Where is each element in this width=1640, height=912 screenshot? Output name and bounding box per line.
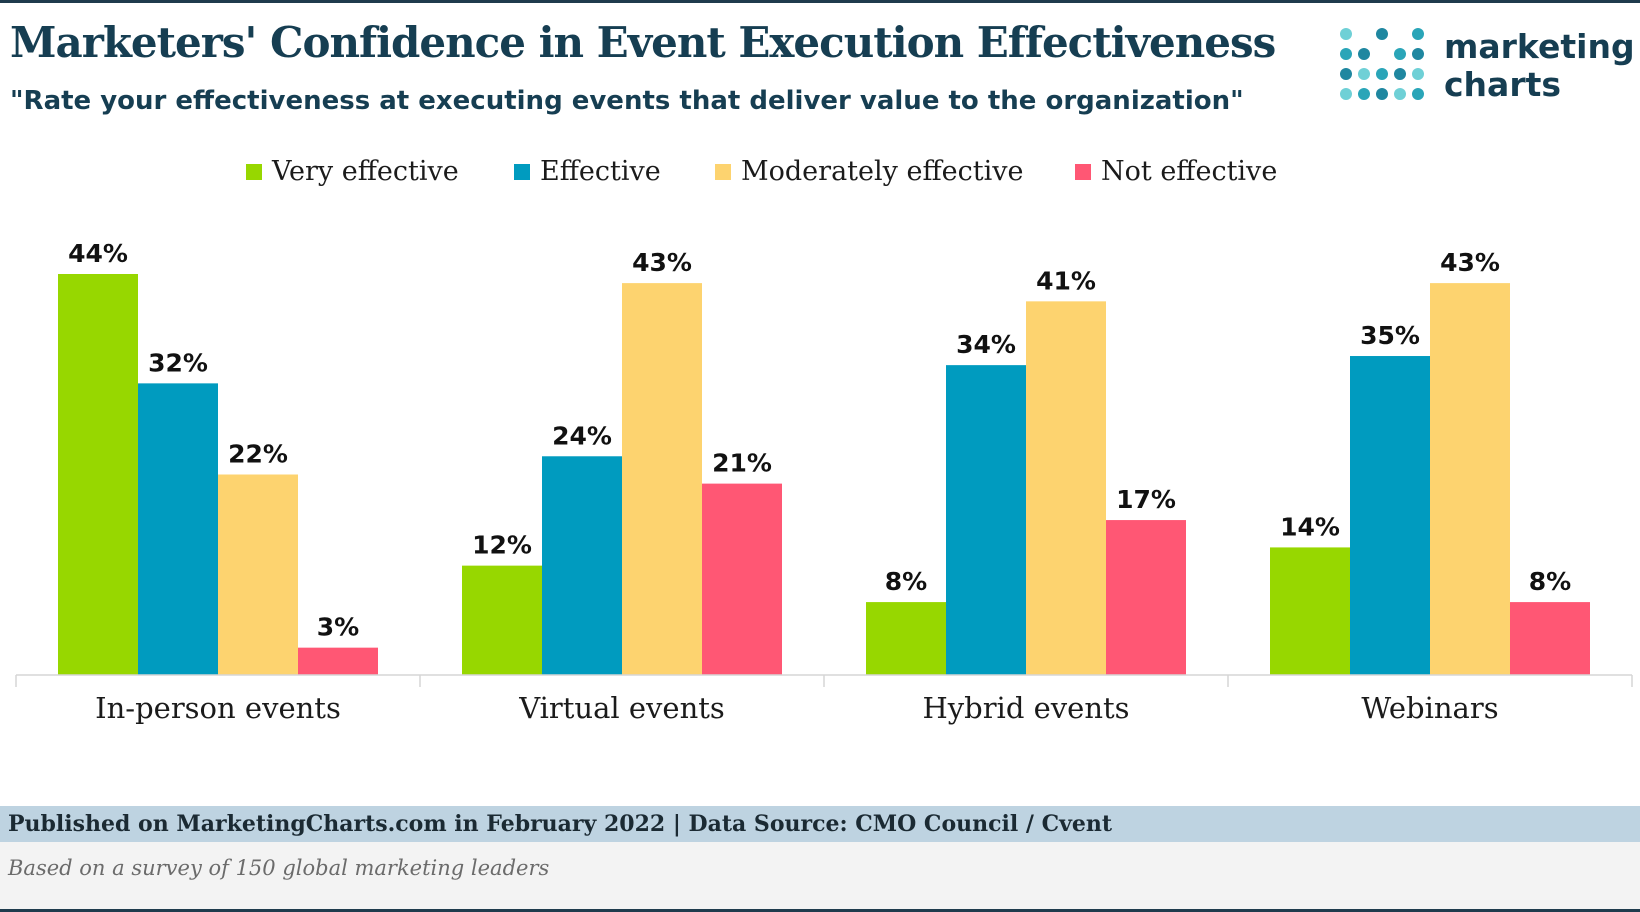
bar-moderately-effective [1026,301,1106,675]
logo-dot [1412,48,1424,60]
logo-dot [1340,48,1352,60]
legend-item-very-effective: Very effective [246,156,459,187]
logo-dot [1394,88,1406,100]
data-label: 44% [68,239,128,268]
data-label: 32% [148,348,208,377]
logo-line-1: marketing [1444,27,1635,66]
bar-not-effective [1510,602,1590,675]
data-label: 14% [1280,512,1340,541]
bar-not-effective [1106,520,1186,675]
data-label: 8% [885,567,927,596]
bar-effective [542,456,622,675]
note-band: Based on a survey of 150 global marketin… [0,842,1640,909]
source-band: Published on MarketingCharts.com in Febr… [0,806,1640,842]
bar-group-hybrid-events: 8% 34% 41% 17% Hybrid events [866,266,1186,725]
legend-label-moderately-effective: Moderately effective [741,156,1023,187]
legend-label-not-effective: Not effective [1101,156,1277,187]
logo-dot [1340,88,1352,100]
category-label: Virtual events [518,691,725,725]
source-text: Published on MarketingCharts.com in Febr… [8,811,1113,837]
data-label: 41% [1036,266,1096,295]
category-label: Webinars [1361,691,1498,725]
data-label: 12% [472,531,532,560]
bar-moderately-effective [622,283,702,675]
legend-swatch-moderately-effective [715,164,731,180]
logo-dot [1412,28,1424,40]
logo-dot [1358,88,1370,100]
data-label: 22% [228,440,288,469]
legend-swatch-effective [514,164,530,180]
bar-moderately-effective [1430,283,1510,675]
legend-label-effective: Effective [540,156,661,187]
marketingcharts-logo: marketing charts [1338,26,1638,106]
bar-effective [138,383,218,675]
logo-dot [1376,68,1388,80]
logo-dot [1412,68,1424,80]
legend-label-very-effective: Very effective [271,156,459,187]
logo-wordmark: marketing charts [1444,28,1635,104]
data-label: 3% [317,613,359,642]
data-label: 17% [1116,485,1176,514]
legend-item-effective: Effective [514,156,661,187]
logo-dots-icon [1340,28,1424,100]
legend-swatch-very-effective [246,164,262,180]
logo-dot [1340,28,1352,40]
bar-not-effective [298,647,378,675]
bar-moderately-effective [218,474,298,675]
data-label: 8% [1529,567,1571,596]
logo-dot [1412,88,1424,100]
logo-dot [1358,68,1370,80]
bar-group-virtual-events: 12% 24% 43% 21% Virtual events [462,248,782,725]
logo-dot [1358,48,1370,60]
data-label: 24% [552,421,612,450]
logo-dot [1376,88,1388,100]
legend: Very effective Effective Moderately effect… [246,156,1277,187]
bar-effective [946,365,1026,675]
bar-group-webinars: 14% 35% 43% 8% Webinars [1270,248,1590,725]
top-rule [0,0,1640,3]
logo-dot [1340,68,1352,80]
bar-not-effective [702,483,782,675]
category-label: Hybrid events [922,691,1129,725]
chart-title: Marketers' Confidence in Event Execution… [10,18,1276,67]
bar-effective [1350,356,1430,675]
data-label: 21% [712,449,772,478]
bar-very-effective [462,565,542,675]
logo-dot [1376,28,1388,40]
category-label: In-person events [95,691,341,725]
bar-group-in-person-events: 44% 32% 22% 3% In-person events [58,239,378,725]
bar-very-effective [1270,547,1350,675]
logo-dot [1394,48,1406,60]
bar-chart: Very effective Effective Moderately effect… [15,156,1633,725]
data-label: 43% [1440,248,1500,277]
data-label: 34% [956,330,1016,359]
legend-item-not-effective: Not effective [1075,156,1277,187]
logo-dot [1394,68,1406,80]
logo-line-2: charts [1444,65,1562,104]
legend-swatch-not-effective [1075,164,1091,180]
survey-note: Based on a survey of 150 global marketin… [8,856,550,880]
data-label: 35% [1360,321,1420,350]
bar-very-effective [58,274,138,675]
legend-item-moderately-effective: Moderately effective [715,156,1023,187]
bar-very-effective [866,602,946,675]
bottom-rule [0,909,1640,912]
data-label: 43% [632,248,692,277]
chart-subtitle: "Rate your effectiveness at executing ev… [10,86,1244,116]
